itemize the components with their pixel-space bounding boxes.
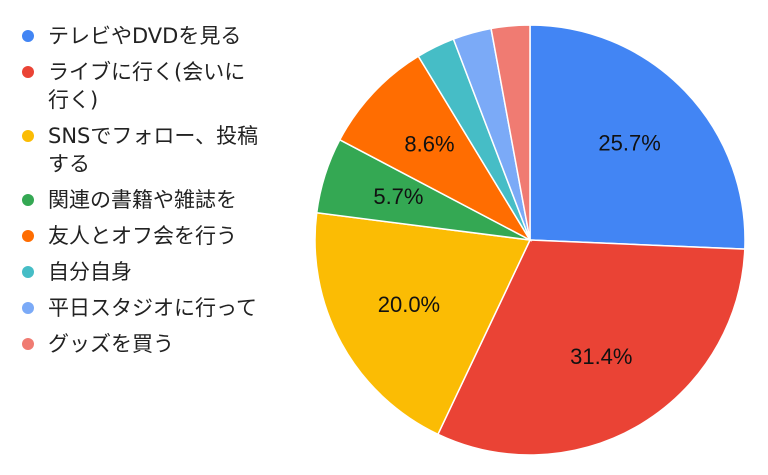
legend-label: テレビやDVDを見る <box>48 24 242 48</box>
legend-item: SNSでフォロー、投稿 する <box>22 122 292 178</box>
pie-slices <box>314 24 746 456</box>
legend-dot-icon <box>22 230 34 242</box>
legend-item: テレビやDVDを見る <box>22 22 292 50</box>
pie-slice <box>314 211 532 436</box>
legend-label: ライブに行く(会いに 行く) <box>48 60 246 112</box>
pie-slice <box>338 55 533 242</box>
pie-slice-labels: 25.7% 31.4% 20.0% 5.7% 8.6% <box>373 130 660 369</box>
legend-label: グッズを買う <box>48 332 174 356</box>
legend-label: SNSでフォロー、投稿 する <box>48 124 259 176</box>
pie-slice-label: 31.4% <box>570 344 632 369</box>
legend-dot-icon <box>22 302 34 314</box>
legend-dot-icon <box>22 194 34 206</box>
legend-label: 自分自身 <box>48 260 132 284</box>
pie-slice-label: 8.6% <box>404 131 454 156</box>
legend-dot-icon <box>22 30 34 42</box>
legend-dot-icon <box>22 130 34 142</box>
pie-slice-label: 20.0% <box>378 292 440 317</box>
legend-label: 友人とオフ会を行う <box>48 224 237 248</box>
legend-label: 平日スタジオに行って <box>48 296 257 320</box>
legend-label: 関連の書籍や雑誌を <box>48 188 237 212</box>
pie-slice <box>490 24 531 241</box>
chart-legend: テレビやDVDを見る ライブに行く(会いに 行く) SNSでフォロー、投稿 する… <box>22 22 292 366</box>
pie-slice <box>529 24 746 250</box>
pie-slice-label: 5.7% <box>373 184 423 209</box>
pie-slice-label: 25.7% <box>598 130 660 155</box>
legend-dot-icon <box>22 266 34 278</box>
legend-item: 平日スタジオに行って <box>22 294 292 322</box>
legend-item: 関連の書籍や雑誌を <box>22 186 292 214</box>
legend-dot-icon <box>22 338 34 350</box>
legend-dot-icon <box>22 66 34 78</box>
legend-item: 友人とオフ会を行う <box>22 222 292 250</box>
legend-item: ライブに行く(会いに 行く) <box>22 58 292 114</box>
legend-item: 自分自身 <box>22 258 292 286</box>
pie-slice <box>436 239 746 456</box>
legend-item: グッズを買う <box>22 330 292 358</box>
